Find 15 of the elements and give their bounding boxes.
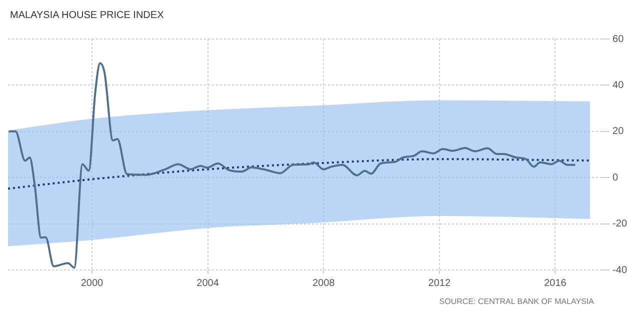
x-tick-label: 2000 [80, 278, 104, 289]
y-tick-label: 40 [612, 80, 624, 91]
source-note: SOURCE: CENTRAL BANK OF MALAYSIA [438, 296, 595, 308]
x-tick-label: 2012 [428, 278, 451, 289]
y-tick-label: 60 [612, 34, 624, 45]
y-tick-label: -20 [612, 218, 628, 230]
x-tick-label: 2004 [196, 278, 220, 289]
line-series [8, 158, 591, 190]
y-tick-label: 20 [612, 126, 624, 138]
line-series [8, 62, 576, 269]
y-tick-label: -40 [612, 264, 628, 276]
x-tick-label: 2008 [312, 278, 336, 289]
y-tick-label: 0 [612, 172, 619, 184]
x-tick-label: 2016 [544, 278, 567, 289]
chart-title: MALAYSIA HOUSE PRICE INDEX [9, 9, 165, 23]
